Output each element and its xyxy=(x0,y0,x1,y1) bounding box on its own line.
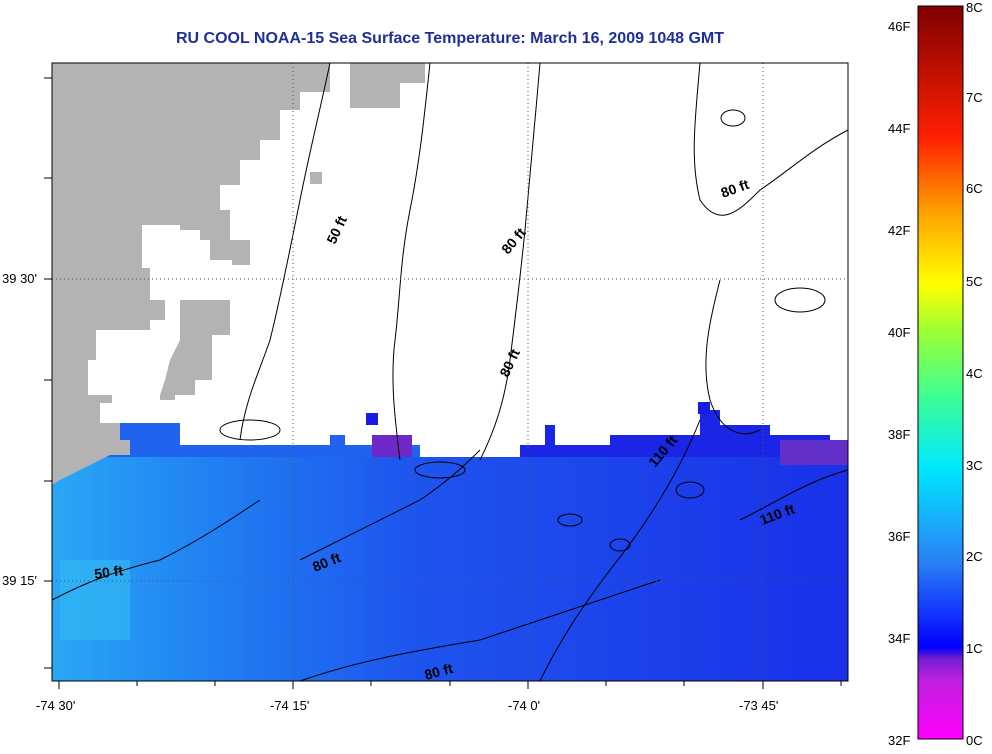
sst-water-upper xyxy=(52,423,420,457)
land-patch xyxy=(358,80,383,105)
sst-water xyxy=(52,457,848,681)
colorbar-gradient xyxy=(917,5,964,740)
sst-light-patch xyxy=(60,560,130,640)
colorbar-c-label: 0C xyxy=(966,733,983,748)
colorbar-c-label: 3C xyxy=(966,458,983,473)
colorbar-c-label: 5C xyxy=(966,274,983,289)
land-patch xyxy=(400,63,425,83)
contour-80ft-southmost xyxy=(299,579,661,682)
sst-map: 50 ft 80 ft 80 ft 80 ft 110 ft 110 ft 50… xyxy=(44,62,849,689)
sst-pixel xyxy=(698,402,710,414)
colorbar-c-label: 1C xyxy=(966,641,983,656)
colorbar-c-label: 4C xyxy=(966,366,983,381)
sst-water-east xyxy=(520,410,830,457)
bathymetry-contours xyxy=(51,62,849,682)
contour-110ft-north xyxy=(705,279,761,435)
sst-purple-spot-east xyxy=(780,440,848,465)
colorbar-f-label: 38F xyxy=(888,427,911,442)
contour-80ft-north xyxy=(392,62,431,461)
colorbar-f-label: 36F xyxy=(888,529,911,544)
colorbar-f-label: 46F xyxy=(888,19,911,34)
contour-80ft-south xyxy=(299,449,481,561)
y-tick-label: 39 30' xyxy=(2,271,38,286)
chart-title: RU COOL NOAA-15 Sea Surface Temperature:… xyxy=(175,30,725,47)
colorbar-f-label: 40F xyxy=(888,325,911,340)
sst-pixel xyxy=(366,413,378,425)
colorbar-f-label: 44F xyxy=(888,121,911,136)
contour-50ft-south xyxy=(51,499,261,601)
colorbar-c-label: 6C xyxy=(966,181,983,196)
colorbar-f-label: 42F xyxy=(888,223,911,238)
colorbar xyxy=(917,5,964,740)
sst-purple-spot xyxy=(372,435,412,457)
contour-50ft xyxy=(239,62,331,441)
land-mass xyxy=(52,63,330,485)
land-patch xyxy=(310,172,322,184)
contour-label: 80 ft xyxy=(423,660,455,683)
y-tick-label: 39 15' xyxy=(2,573,38,588)
x-tick-label: -74 15' xyxy=(270,698,310,713)
colorbar-c-label: 7C xyxy=(966,90,983,105)
colorbar-f-label: 34F xyxy=(888,631,911,646)
colorbar-f-label: 32F xyxy=(888,733,911,748)
contour-80ft-mid xyxy=(479,62,541,461)
contour-110ft-mid xyxy=(539,419,701,682)
land-peninsula xyxy=(160,300,230,400)
colorbar-c-label: 2C xyxy=(966,549,983,564)
graticule xyxy=(52,63,848,681)
colorbar-c-label: 8C xyxy=(966,0,983,15)
contour-80ft-east xyxy=(693,62,849,216)
x-tick-label: -73 45' xyxy=(739,698,779,713)
x-tick-label: -74 0' xyxy=(508,698,541,713)
contour-110ft-east xyxy=(739,469,849,521)
contour-label: 50 ft xyxy=(93,562,124,582)
x-tick-label: -74 30' xyxy=(36,698,76,713)
